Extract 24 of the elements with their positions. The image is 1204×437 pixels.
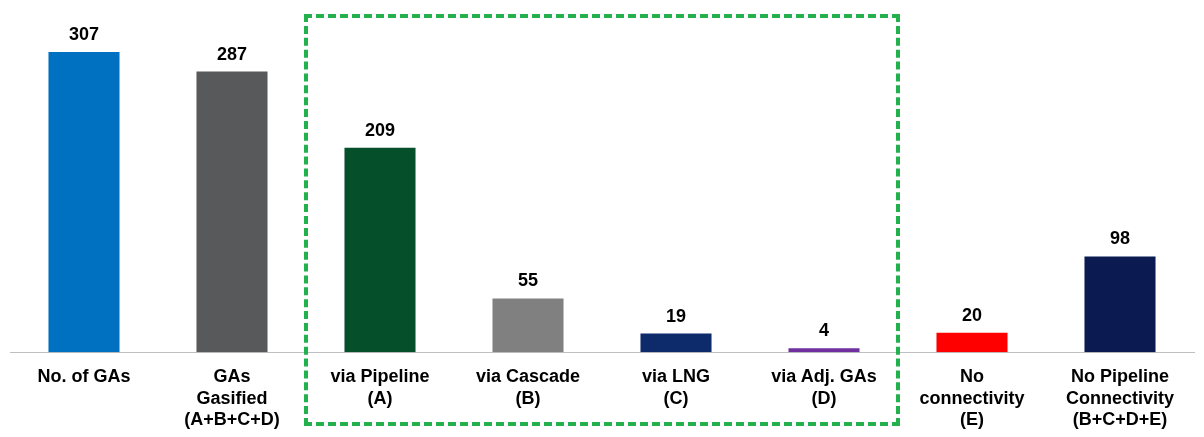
data-label: 20 (961, 304, 983, 325)
x-tick-label: No connectivity (E) (919, 365, 1025, 430)
x-tick-label: GAs Gasified (A+B+C+D) (184, 365, 280, 430)
x-tick-label: via Cascade (B) (475, 365, 581, 408)
data-label: 19 (665, 305, 687, 326)
bar (492, 298, 564, 353)
bar (788, 348, 860, 353)
bar (1084, 256, 1156, 353)
x-tick-label: No. of GAs (37, 365, 131, 386)
bar (196, 71, 268, 353)
bar (936, 332, 1008, 353)
x-tick-label: No Pipeline Connectivity (B+C+D+E) (1065, 365, 1175, 430)
data-label: 55 (517, 270, 539, 291)
x-tick-label: via Adj. GAs (D) (771, 365, 877, 408)
data-label: 4 (818, 320, 830, 341)
bar (640, 333, 712, 353)
data-label: 287 (216, 43, 248, 64)
x-tick-label: via Pipeline (A) (330, 365, 430, 408)
x-tick-label: via LNG (C) (641, 365, 711, 408)
bar (48, 52, 120, 353)
bar (344, 147, 416, 353)
data-label: 307 (68, 24, 100, 45)
data-label: 209 (364, 119, 396, 140)
data-label: 98 (1109, 228, 1131, 249)
